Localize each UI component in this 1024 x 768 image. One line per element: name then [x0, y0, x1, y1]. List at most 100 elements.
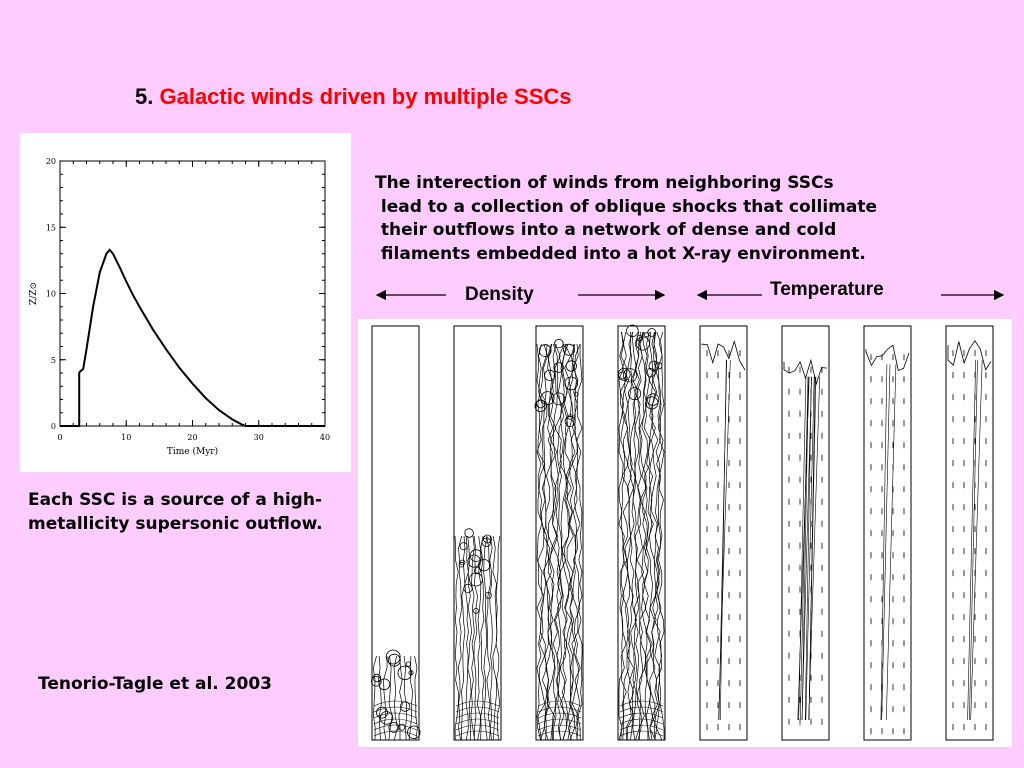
density-contour: [461, 535, 466, 741]
density-contour: [542, 343, 551, 741]
density-column: [370, 325, 421, 741]
density-clump: [478, 559, 491, 572]
density-contour: [398, 655, 403, 741]
source-contour: [537, 712, 582, 719]
source-contour: [455, 700, 500, 707]
density-contour: [629, 331, 637, 741]
x-axis-label: Time (Myr): [167, 446, 218, 457]
metallicity-series-line: [60, 248, 325, 427]
density-contour: [467, 535, 472, 741]
density-clump: [408, 670, 414, 676]
density-clump: [646, 367, 656, 378]
density-contour: [624, 331, 632, 741]
density-contour: [561, 343, 570, 741]
density-contour: [388, 655, 393, 741]
density-clump: [469, 572, 483, 587]
density-clump: [459, 542, 468, 551]
density-contour: [537, 343, 546, 741]
density-contour: [568, 343, 577, 741]
source-contour: [619, 718, 664, 725]
temperature-filament: [808, 376, 816, 721]
y-tick-label: 10: [46, 290, 56, 299]
density-contour: [470, 535, 476, 741]
density-contour: [636, 331, 645, 741]
density-contour: [473, 535, 478, 741]
density-clump: [567, 414, 574, 420]
y-tick-label: 15: [46, 223, 56, 232]
metallicity-chart-svg: 0 10 20 30 40 0 5 10 15 20 Time (Myr) Z/Z⊙: [29, 157, 330, 457]
density-contour: [480, 535, 485, 741]
density-clump: [534, 399, 547, 413]
density-clump: [538, 344, 552, 357]
y-tick-label: 20: [46, 157, 56, 166]
density-clump: [385, 649, 401, 665]
temperature-filament: [808, 376, 820, 721]
source-contour: [455, 706, 500, 713]
density-clump: [564, 415, 576, 427]
temperature-filament: [969, 360, 978, 721]
temperature-column: [699, 325, 748, 741]
source-contour: [537, 724, 582, 731]
density-contour: [655, 331, 664, 741]
density-contour: [573, 343, 582, 741]
temperature-column: [945, 325, 994, 741]
temperature-filament: [967, 360, 976, 721]
density-clump: [628, 387, 642, 401]
temperature-filament: [804, 376, 812, 721]
temperature-column: [781, 325, 830, 741]
source-contour: [537, 706, 582, 713]
x-tick-label: 10: [121, 433, 131, 442]
temperature-front: [947, 339, 992, 371]
description-line: lead to a collection of oblique shocks t…: [375, 196, 877, 217]
y-tick-label: 0: [51, 422, 56, 431]
density-clump: [552, 392, 566, 406]
density-contour: [486, 535, 491, 741]
density-contour: [547, 343, 555, 741]
density-clump: [463, 583, 473, 593]
density-clump: [648, 360, 660, 372]
column-frame: [453, 325, 502, 741]
description-text: The interection of winds from neighborin…: [375, 172, 995, 266]
density-contour: [658, 331, 665, 741]
density-contour: [646, 331, 654, 741]
temperature-filament: [720, 360, 727, 721]
source-contour: [619, 700, 664, 707]
density-clump: [405, 661, 412, 667]
temperature-filament: [881, 364, 891, 721]
density-contour: [650, 331, 659, 741]
description-line: their outflows into a network of dense a…: [375, 220, 837, 240]
ssc-note: Each SSC is a source of a high-metallici…: [28, 490, 323, 534]
density-clump: [378, 678, 391, 691]
density-clump: [473, 567, 481, 575]
source-contour: [373, 724, 418, 731]
temperature-filament: [886, 364, 897, 721]
density-clump: [370, 675, 382, 687]
density-contour: [552, 343, 560, 741]
density-contour: [489, 535, 493, 741]
density-clump: [554, 338, 564, 349]
temperature-front: [783, 358, 828, 386]
density-clump: [398, 723, 406, 731]
density-clump: [626, 324, 639, 338]
x-tick-label: 40: [320, 433, 330, 442]
column-frame: [945, 325, 994, 741]
citation: Tenorio-Tagle et al. 2003: [38, 674, 272, 694]
temperature-column: [863, 325, 912, 741]
density-clump: [469, 549, 483, 562]
density-clump: [644, 332, 649, 338]
density-contour: [564, 343, 572, 741]
density-clump: [481, 537, 492, 548]
temperature-filament: [805, 376, 815, 721]
density-clump: [376, 706, 388, 719]
density-contour: [621, 331, 630, 741]
density-clump: [655, 362, 663, 370]
density-clump: [564, 376, 579, 391]
source-contour: [537, 730, 582, 737]
density-clump: [540, 391, 555, 406]
density-contour: [372, 655, 377, 741]
density-contour: [557, 343, 565, 741]
source-contour: [373, 700, 418, 707]
density-contour: [559, 343, 567, 741]
density-contour: [549, 343, 558, 741]
temperature-front: [701, 339, 746, 371]
